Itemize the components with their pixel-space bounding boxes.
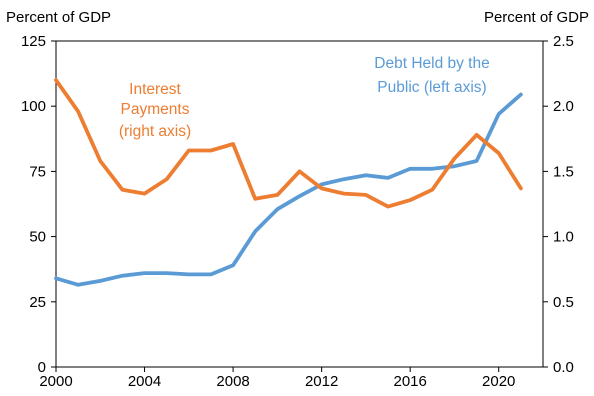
right-axis-tick-label-0: 0.0 [553, 359, 574, 376]
left-axis-tick-label-4: 100 [21, 98, 46, 115]
interest-label-line-1: Interest [129, 81, 181, 98]
debt-label-line-2: Public (left axis) [377, 79, 486, 96]
plot-frame [55, 40, 544, 368]
left-axis-tick-label-1: 25 [29, 294, 46, 311]
interest-payments-line [54, 78, 523, 209]
x-axis-tick-label-5: 2020 [482, 373, 515, 390]
right-axis-tick-label-4: 2.0 [553, 98, 574, 115]
left-axis-tick-label-2: 50 [29, 229, 46, 246]
right-axis-tick-label-2: 1.0 [553, 229, 574, 246]
x-axis-tick-label-2: 2008 [216, 373, 249, 390]
plot-axes: 0 25 50 75 100 125 0.0 0.5 1.0 1.5 2.0 2.5 2000 2004 2… [21, 33, 574, 390]
left-axis-tick-label-5: 125 [21, 33, 46, 50]
debt-series-label: Debt Held by the Public (left axis) [374, 55, 489, 96]
x-axis-tick-label-0: 2000 [39, 373, 72, 390]
x-axis-tick-label-4: 2016 [393, 373, 426, 390]
x-axis-tick-label-3: 2012 [305, 373, 338, 390]
right-axis-tick-label-1: 0.5 [553, 294, 574, 311]
debt-held-by-public-line [54, 92, 523, 287]
interest-label-line-3: (right axis) [119, 123, 191, 140]
interest-series-label: Interest Payments (right axis) [119, 81, 191, 140]
left-axis-tick-label-0: 0 [38, 359, 46, 376]
right-axis-unit: Percent of GDP [484, 9, 589, 26]
interest-label-line-2: Payments [121, 101, 190, 118]
left-axis-unit: Percent of GDP [6, 9, 111, 26]
debt-label-line-1: Debt Held by the [374, 55, 489, 72]
x-axis-tick-label-1: 2004 [128, 373, 161, 390]
series-lines [54, 78, 523, 287]
left-axis-tick-label-3: 75 [29, 163, 46, 180]
right-axis-tick-label-3: 1.5 [553, 163, 574, 180]
right-axis-tick-label-5: 2.5 [553, 33, 574, 50]
